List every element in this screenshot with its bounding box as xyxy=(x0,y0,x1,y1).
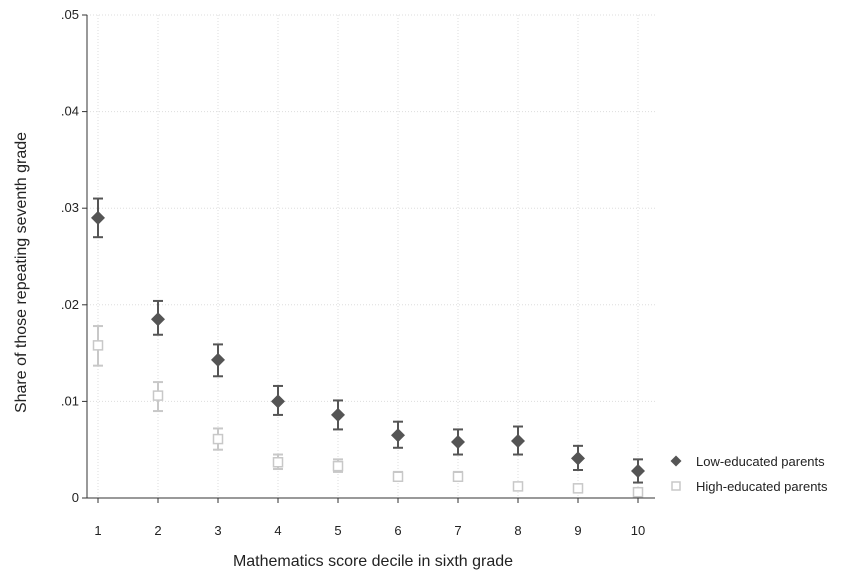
x-tick-label: 2 xyxy=(154,523,161,538)
legend-diamond-icon xyxy=(670,455,682,467)
data-point-high-educated xyxy=(632,486,644,498)
data-point-low-educated xyxy=(91,210,105,225)
data-point-high-educated xyxy=(92,340,104,351)
grid xyxy=(87,14,655,498)
data-point-high-educated xyxy=(452,471,464,482)
y-tick-label: 0 xyxy=(72,490,79,505)
data-point-high-educated xyxy=(572,483,584,494)
data-point-low-educated xyxy=(451,434,465,449)
x-tick-label: 10 xyxy=(631,523,645,538)
y-tick-label: .01 xyxy=(61,393,79,408)
x-axis-title: Mathematics score decile in sixth grade xyxy=(233,553,513,570)
data-point-low-educated xyxy=(151,312,165,327)
data-point-low-educated xyxy=(331,407,345,422)
data-point-high-educated xyxy=(272,457,284,468)
data-point-low-educated xyxy=(631,463,645,478)
data-point-high-educated xyxy=(212,433,224,445)
x-tick-label: 5 xyxy=(334,523,341,538)
y-axis-title: Share of those repeating seventh grade xyxy=(13,132,30,413)
legend-item-high-educated: High-educated parents xyxy=(671,479,828,494)
data-point-high-educated xyxy=(152,390,164,401)
data-points xyxy=(91,210,645,498)
data-point-low-educated xyxy=(511,434,525,449)
data-point-high-educated xyxy=(392,471,404,482)
axes xyxy=(82,14,655,503)
confidence-intervals xyxy=(93,197,643,497)
legend-square-icon xyxy=(671,481,681,491)
legend-item-low-educated: Low-educated parents xyxy=(670,454,825,469)
x-tick-label: 3 xyxy=(214,523,221,538)
y-tick-label: .03 xyxy=(61,200,79,215)
data-point-high-educated xyxy=(332,460,344,472)
legend-label-low-educated: Low-educated parents xyxy=(696,454,825,469)
y-tick-label: .05 xyxy=(61,7,79,22)
legend-label-high-educated: High-educated parents xyxy=(696,479,828,494)
data-point-high-educated xyxy=(512,481,524,492)
x-tick-label: 7 xyxy=(454,523,461,538)
legend: Low-educated parents High-educated paren… xyxy=(670,454,828,494)
data-point-low-educated xyxy=(571,451,585,466)
tick-labels: 0 .01 .02 .03 .04 .05 1 2 3 4 5 6 7 8 9 10 xyxy=(61,7,645,538)
x-tick-label: 4 xyxy=(274,523,281,538)
data-point-low-educated xyxy=(211,352,225,367)
y-tick-label: .04 xyxy=(61,104,79,119)
data-point-low-educated xyxy=(391,428,405,443)
x-tick-label: 9 xyxy=(574,523,581,538)
y-tick-label: .02 xyxy=(61,297,79,312)
x-tick-label: 1 xyxy=(94,523,101,538)
data-point-low-educated xyxy=(271,394,285,409)
x-tick-label: 6 xyxy=(394,523,401,538)
x-tick-label: 8 xyxy=(514,523,521,538)
